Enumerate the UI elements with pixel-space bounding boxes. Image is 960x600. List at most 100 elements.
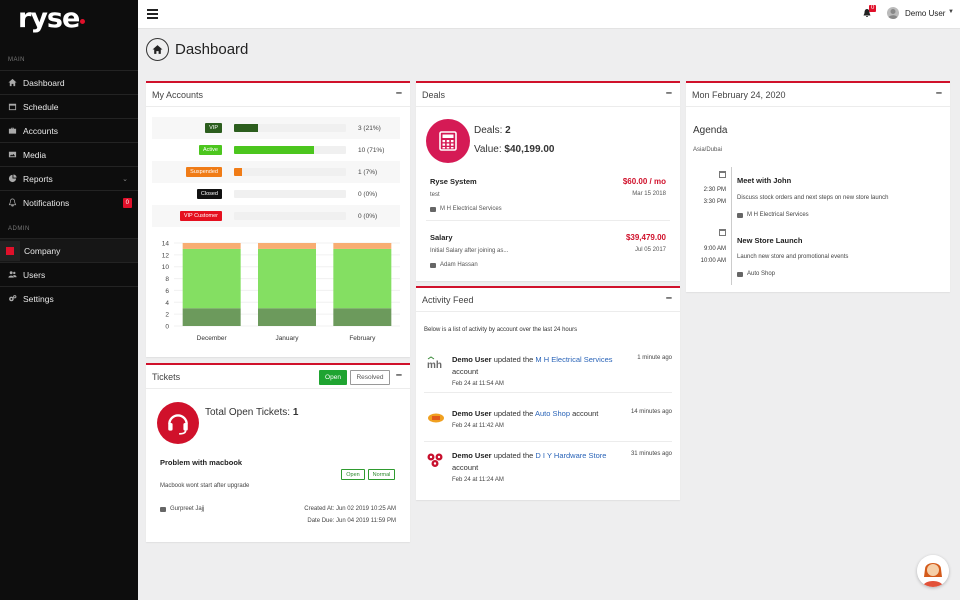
- event-title[interactable]: New Store Launch: [737, 236, 803, 245]
- ticket-assignee: Gurpreet Jajj: [160, 506, 204, 512]
- sidebar-item-dashboard[interactable]: Dashboard: [0, 70, 138, 94]
- account-row: Suspended 1 (7%): [152, 165, 402, 179]
- bar-segment-vip[interactable]: [258, 308, 316, 326]
- sidebar-item-label: Company: [24, 245, 61, 256]
- activity-verb: updated the: [493, 451, 534, 460]
- activity-target-link[interactable]: Auto Shop: [535, 409, 571, 418]
- bar-segment-suspended[interactable]: [182, 243, 241, 249]
- deals-value-label: Value:: [474, 144, 502, 155]
- activity-date: Feb 24 at 11:24 AM: [452, 477, 504, 483]
- agenda-heading: Agenda: [693, 125, 728, 136]
- activity-feed-panel: Activity Feed – Below is a list of activ…: [416, 286, 680, 500]
- company-icon: [0, 241, 20, 261]
- event-title[interactable]: Meet with John: [737, 176, 792, 185]
- account-progress-bar: [234, 124, 346, 132]
- sidebar-item-company[interactable]: Company: [0, 238, 138, 262]
- activity-user: Demo User: [452, 355, 492, 364]
- user-avatar[interactable]: [887, 7, 899, 19]
- notifications-bell-icon[interactable]: [862, 8, 872, 18]
- account-row: VIP 3 (21%): [152, 121, 402, 135]
- logo[interactable]: ryse: [0, 0, 138, 40]
- minimize-icon[interactable]: –: [665, 87, 672, 99]
- y-tick-label: 4: [165, 300, 169, 307]
- bar-segment-vip[interactable]: [182, 308, 241, 326]
- panel-title: Tickets: [152, 371, 181, 382]
- activity-time: 1 minute ago: [637, 355, 672, 361]
- deal-item[interactable]: Salary $39,479.00 Initial Salary after j…: [430, 233, 666, 268]
- sidebar-item-users[interactable]: Users: [0, 262, 138, 286]
- bar-segment-vip[interactable]: [333, 308, 392, 326]
- event-account: Auto Shop: [737, 271, 775, 277]
- minimize-icon[interactable]: –: [935, 87, 942, 99]
- sidebar-item-schedule[interactable]: Schedule: [0, 94, 138, 118]
- activity-target-link[interactable]: M H Electrical Services: [535, 355, 613, 364]
- diy-hardware-logo-icon: [427, 453, 443, 467]
- calendar-icon: [7, 102, 17, 112]
- activity-tail: account: [572, 409, 599, 418]
- deal-item[interactable]: Ryse System $60.00 / mo test Mar 15 2018…: [430, 177, 666, 212]
- support-chat-avatar[interactable]: [917, 555, 949, 587]
- ticket-priority-pill: Normal: [368, 469, 395, 480]
- sidebar-item-label: Schedule: [23, 101, 59, 112]
- activity-text: Demo User updated the Auto Shop account: [452, 408, 632, 420]
- ticket-created-at: Created At: Jun 02 2019 10:25 AM: [304, 506, 396, 512]
- account-row: Closed 0 (0%): [152, 187, 402, 201]
- accounts-chart: 0 2 4 6 8 10 12 14 December January February: [150, 235, 406, 355]
- activity-date: Feb 24 at 11:54 AM: [452, 381, 504, 387]
- sidebar-item-reports[interactable]: Reports ⌄: [0, 166, 138, 190]
- mh-electrical-logo-icon: mh: [427, 356, 442, 371]
- headset-icon: [157, 402, 199, 444]
- user-menu[interactable]: Demo User: [905, 9, 946, 18]
- panel-header: Activity Feed –: [416, 288, 680, 312]
- account-progress-bar: [234, 212, 346, 220]
- y-tick-label: 0: [165, 324, 169, 331]
- minimize-icon[interactable]: –: [395, 369, 402, 381]
- open-tickets-button[interactable]: Open: [319, 370, 347, 385]
- assignee-name: Gurpreet Jajj: [170, 506, 205, 512]
- calendar-icon: [719, 229, 726, 236]
- sidebar-item-label: Notifications: [23, 197, 70, 208]
- y-tick-label: 12: [162, 252, 170, 259]
- sidebar-item-label: Settings: [23, 293, 54, 304]
- activity-time: 31 minutes ago: [630, 451, 672, 457]
- y-tick-label: 14: [162, 241, 170, 248]
- deals-value-amount: $40,199.00: [504, 144, 555, 155]
- deals-count: Deals: 2: [474, 125, 511, 136]
- deal-date: Jul 05 2017: [634, 247, 666, 253]
- accounts-bar-chart: 0 2 4 6 8 10 12 14 December January February: [162, 241, 400, 342]
- sidebar-item-notifications[interactable]: Notifications 0: [0, 190, 138, 214]
- account-progress-fill: [234, 168, 242, 176]
- panel-header: Deals –: [416, 83, 680, 107]
- sidebar-item-accounts[interactable]: Accounts: [0, 118, 138, 142]
- total-open-tickets: Total Open Tickets: 1: [205, 407, 298, 418]
- event-description: Launch new store and promotional events: [737, 254, 849, 260]
- account-value: 0 (0%): [358, 190, 378, 198]
- topbar: 0 Demo User ▼: [138, 0, 960, 29]
- account-value: 3 (21%): [358, 124, 381, 132]
- sidebar-item-media[interactable]: Media: [0, 142, 138, 166]
- notification-badge: 0: [122, 198, 132, 208]
- sidebar-item-label: Media: [23, 149, 47, 160]
- calendar-icon: [719, 171, 726, 178]
- logo-text: ryse: [18, 3, 80, 34]
- minimize-icon[interactable]: –: [665, 292, 672, 304]
- briefcase-icon: [737, 271, 743, 277]
- panel-header: Tickets –: [146, 365, 410, 389]
- agenda-timezone: Asia/Dubai: [693, 147, 723, 153]
- agenda-timeline: [731, 167, 732, 285]
- sidebar-item-settings[interactable]: Settings: [0, 286, 138, 310]
- my-accounts-panel: My Accounts – VIP 3 (21%) Active 10 (71%) Su…: [146, 81, 410, 357]
- resolved-tickets-button[interactable]: Resolved: [350, 370, 390, 385]
- bar-segment-active[interactable]: [258, 248, 316, 309]
- menu-toggle-icon[interactable]: [147, 9, 158, 19]
- account-progress-bar: [234, 168, 346, 176]
- activity-target-link[interactable]: D I Y Hardware Store: [535, 451, 607, 460]
- caret-down-icon[interactable]: ▼: [948, 9, 954, 15]
- bar-segment-active[interactable]: [333, 248, 392, 309]
- bar-segment-suspended[interactable]: [258, 243, 316, 249]
- bar-segment-active[interactable]: [182, 248, 241, 309]
- minimize-icon[interactable]: –: [395, 87, 402, 99]
- event-account-name: Auto Shop: [747, 271, 776, 277]
- bar-segment-suspended[interactable]: [333, 243, 392, 249]
- ticket-title[interactable]: Problem with macbook: [160, 458, 243, 467]
